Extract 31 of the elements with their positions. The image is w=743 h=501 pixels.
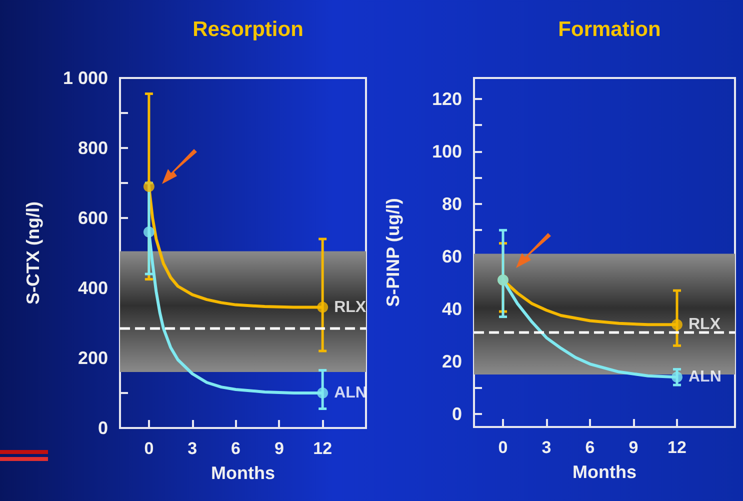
y-tick-label: 0 (452, 404, 462, 424)
x-axis-title: Months (211, 463, 275, 483)
y-tick-label: 200 (78, 348, 108, 368)
y-tick-label: 60 (442, 246, 462, 266)
x-tick-label: 12 (668, 438, 686, 457)
y-tick-label: 600 (78, 208, 108, 228)
x-tick-label: 6 (585, 438, 595, 457)
chart-title: Formation (558, 18, 661, 41)
y-axis-title: S-CTX (ng/l) (23, 202, 43, 304)
x-tick-label: 0 (144, 439, 154, 458)
y-tick-label: 800 (78, 138, 108, 158)
y-axis-title: S-PINP (ug/l) (383, 198, 403, 307)
x-axis-title: Months (572, 462, 636, 482)
x-tick-label: 9 (628, 438, 638, 457)
series-label: RLX (688, 316, 721, 334)
x-tick-label: 3 (188, 439, 198, 458)
x-tick-label: 0 (498, 438, 508, 457)
y-tick-label: 80 (442, 194, 462, 214)
y-tick-label: 0 (98, 418, 108, 438)
y-tick-label: 1 000 (62, 68, 108, 88)
y-tick-label: 20 (442, 351, 462, 372)
series-label: RLX (334, 298, 366, 316)
x-tick-label: 12 (313, 439, 332, 458)
x-tick-label: 9 (274, 439, 284, 458)
x-tick-label: 3 (542, 438, 552, 457)
y-tick-label: 400 (78, 278, 108, 298)
y-tick-label: 120 (432, 88, 462, 109)
x-tick-label: 6 (231, 439, 240, 458)
y-tick-label: 40 (442, 298, 462, 319)
chart-title: Resorption (192, 18, 304, 41)
y-tick-label: 100 (432, 141, 462, 162)
